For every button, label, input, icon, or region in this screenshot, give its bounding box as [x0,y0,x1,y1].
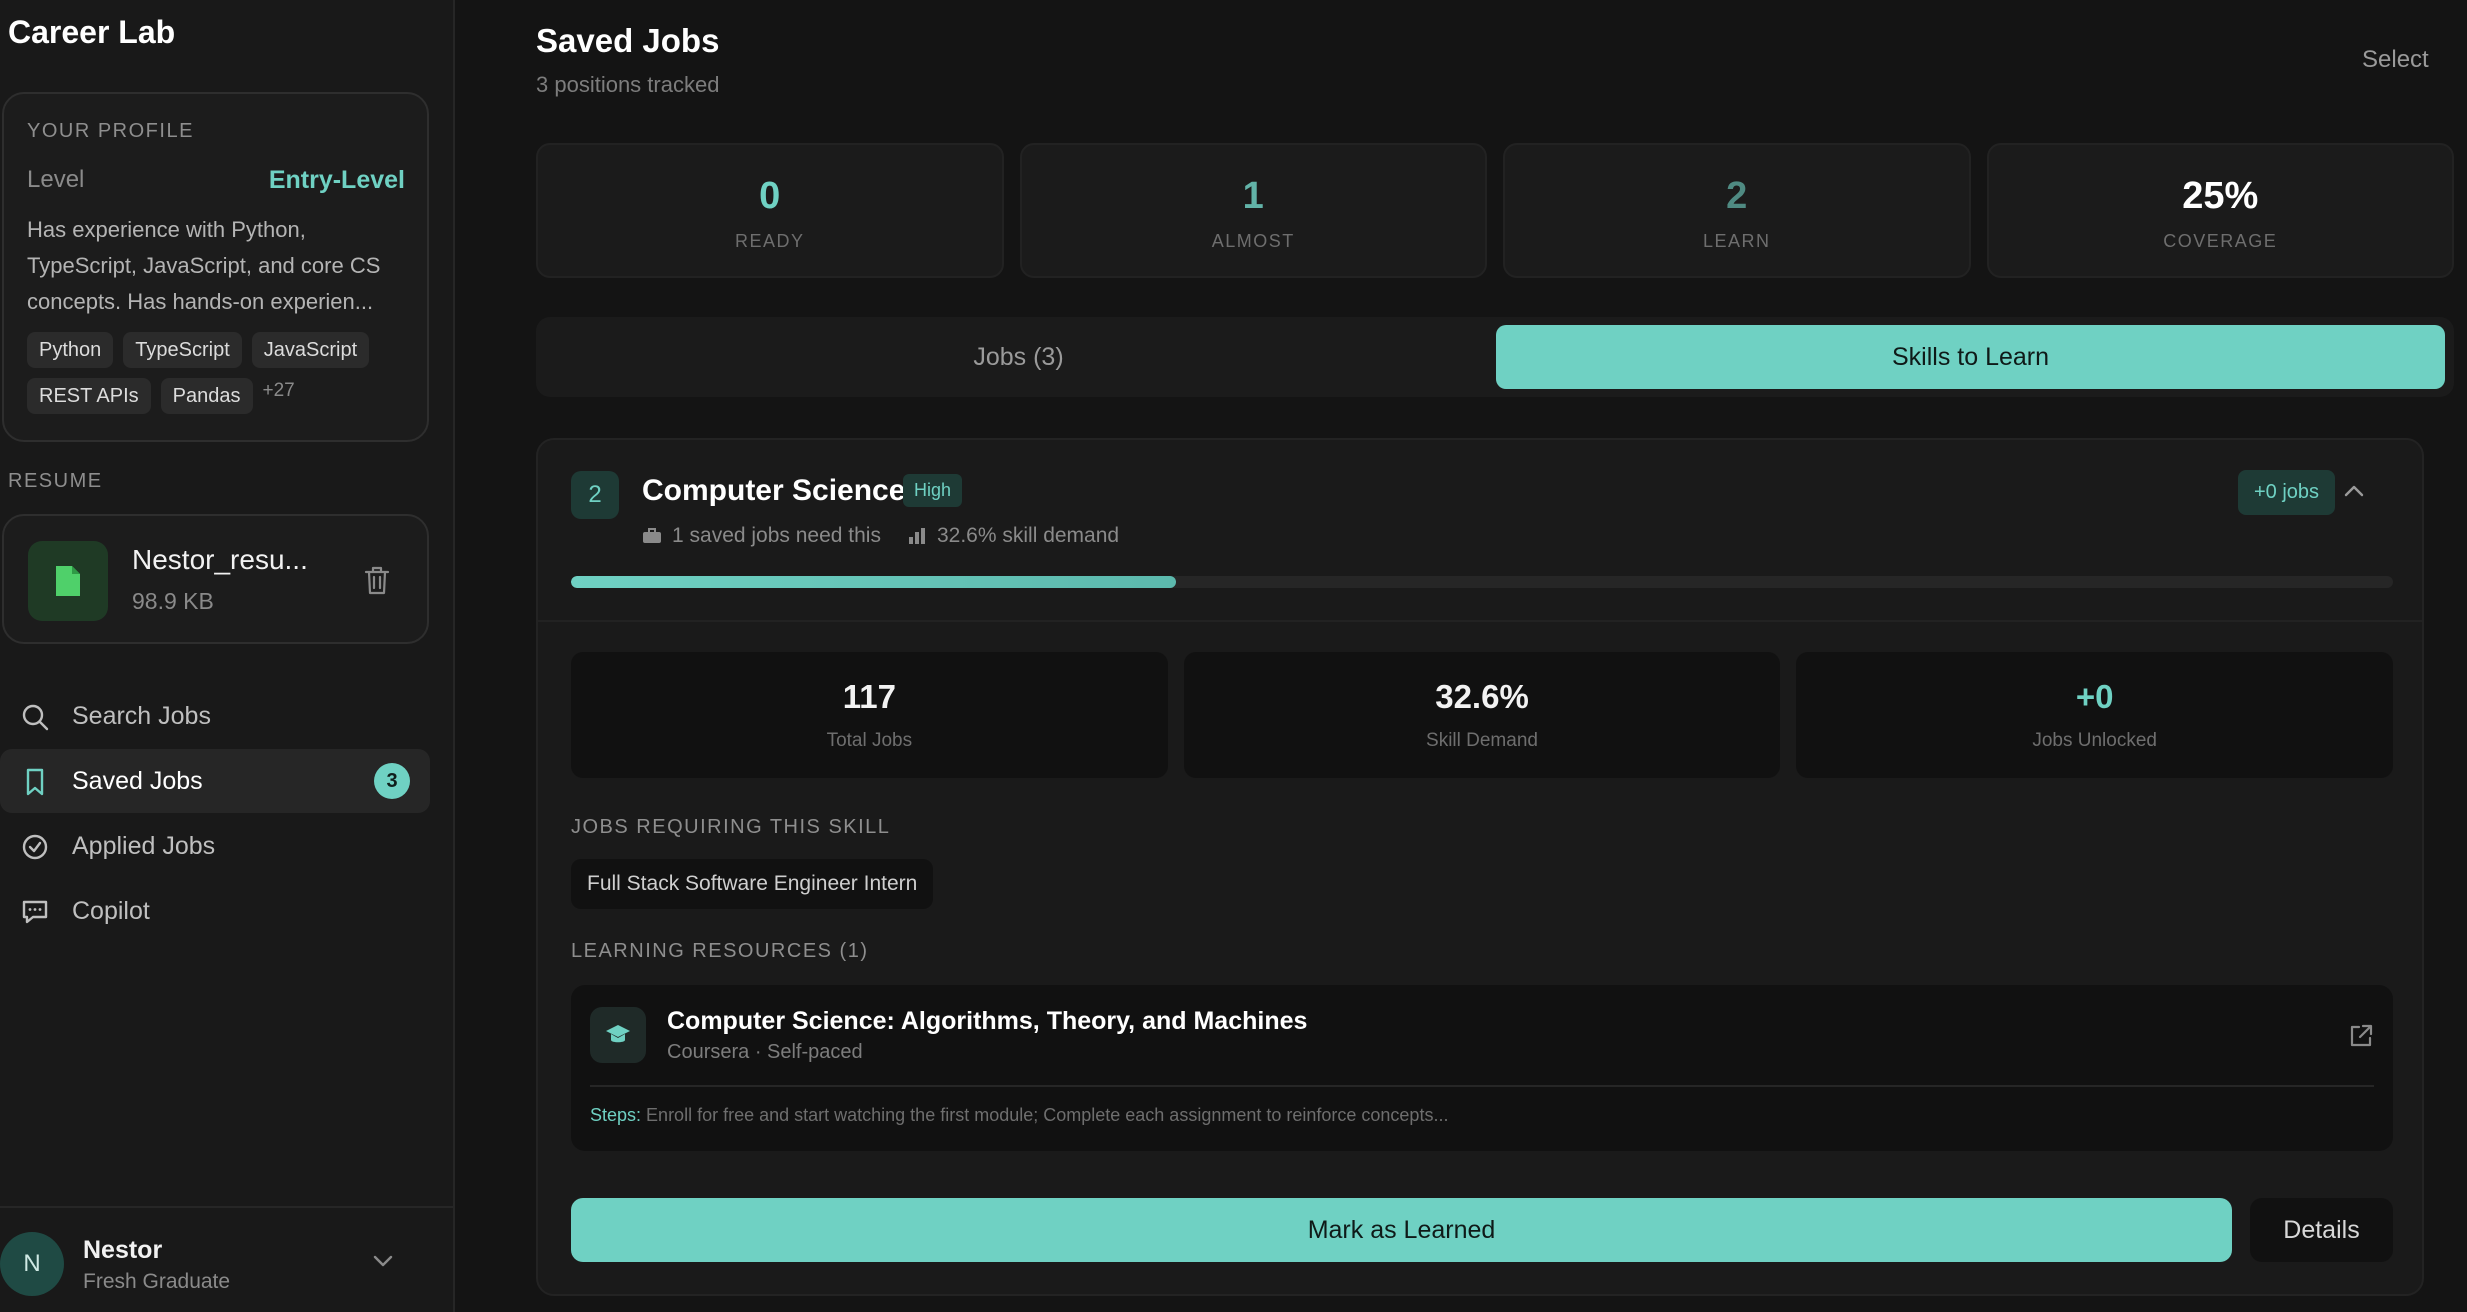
saved-jobs-count: 1 saved jobs need this [672,524,881,547]
skill-chip: Python [27,332,114,368]
sidebar-item-label: Search Jobs [72,701,211,730]
user-name: Nestor [83,1236,163,1264]
skill-chips: Python TypeScript JavaScript REST APIs P… [27,332,417,414]
sidebar-item-saved-jobs[interactable]: Saved Jobs 3 [0,749,430,813]
skill-metrics: 117 Total Jobs 32.6% Skill Demand +0 Job… [571,652,2394,778]
resource-subtitle: Coursera · Self-paced [667,1041,863,1063]
progress-fill [571,576,1176,588]
sidebar-item-label: Saved Jobs [72,766,203,795]
metric-total-jobs: 117 Total Jobs [571,652,1168,778]
resource-steps: Steps: Enroll for free and start watchin… [590,1105,1448,1126]
more-skills-count[interactable]: +27 [262,380,295,401]
divider [538,620,2422,622]
sidebar-item-copilot[interactable]: Copilot [0,879,430,943]
stat-label: ALMOST [1211,231,1295,251]
chevron-down-icon[interactable] [370,1252,396,1270]
priority-badge: High [903,474,963,507]
stat-value: 2 [1726,175,1748,217]
profile-heading: YOUR PROFILE [27,120,194,142]
stat-value: 1 [1242,175,1264,217]
sidebar: Career Lab YOUR PROFILE Level Entry-Leve… [0,0,455,1312]
sidebar-item-label: Copilot [72,896,150,925]
stat-value: 0 [759,175,781,217]
job-chip[interactable]: Full Stack Software Engineer Intern [571,859,934,909]
stat-label: READY [734,231,805,251]
stat-ready: 0 READY [536,143,1004,278]
stats-row: 0 READY 1 ALMOST 2 LEARN 25% COVERAGE [536,143,2454,278]
demand-progress-bar [571,576,2393,588]
skill-title: Computer Science [642,474,906,507]
jobs-unlocked-pill: +0 jobs [2238,470,2336,515]
profile-card: YOUR PROFILE Level Entry-Level Has exper… [2,92,429,442]
skill-chip: REST APIs [27,378,151,414]
mark-as-learned-button[interactable]: Mark as Learned [571,1198,2232,1262]
stat-coverage: 25% COVERAGE [1986,143,2454,278]
document-icon [28,541,108,621]
chevron-up-icon[interactable] [2342,482,2366,500]
resume-heading: RESUME [8,470,103,492]
metric-label: Skill Demand [1426,730,1538,751]
chat-icon [22,900,48,924]
resource-title: Computer Science: Algorithms, Theory, an… [667,1007,1308,1035]
user-role: Fresh Graduate [83,1270,231,1293]
resume-card[interactable]: Nestor_resu... 98.9 KB [2,514,429,644]
search-icon [22,704,49,731]
briefcase-icon [643,528,661,543]
user-panel[interactable]: N Nestor Fresh Graduate [0,1206,455,1312]
external-link-icon[interactable] [2348,1023,2374,1049]
select-button[interactable]: Select [2362,46,2429,73]
trash-icon[interactable] [362,564,392,596]
steps-label: Steps: [590,1105,642,1125]
sidebar-item-applied-jobs[interactable]: Applied Jobs [0,814,430,878]
skill-chip: TypeScript [123,332,242,368]
page-title: Saved Jobs [536,22,720,59]
main-content: Saved Jobs 3 positions tracked Select 0 … [457,0,2467,1312]
bookmark-icon [26,768,44,796]
metric-label: Jobs Unlocked [2032,730,2157,751]
skill-demand: 32.6% skill demand [936,524,1120,547]
stat-learn: 2 LEARN [1503,143,1971,278]
stat-value: 25% [2182,175,2259,217]
resume-file-name: Nestor_resu... [132,544,308,575]
sidebar-nav: Search Jobs Saved Jobs 3 Applied Jobs Co… [0,684,430,944]
view-tabs: Jobs (3) Skills to Learn [536,317,2454,397]
resume-file-size: 98.9 KB [132,588,214,614]
metric-skill-demand: 32.6% Skill Demand [1183,652,1781,778]
level-value: Entry-Level [268,166,405,194]
profile-summary: Has experience with Python, TypeScript, … [27,217,381,314]
metric-value: 32.6% [1435,678,1529,715]
metric-label: Total Jobs [826,730,913,751]
avatar: N [0,1232,64,1296]
app-title: Career Lab [8,14,176,50]
skill-meta: 1 saved jobs need this 32.6% skill deman… [642,524,1119,548]
skill-card: 2 Computer Science High 1 saved jobs nee… [536,438,2424,1296]
rank-badge: 2 [571,471,619,519]
metric-value: +0 [2075,678,2114,715]
stat-almost: 1 ALMOST [1019,143,1487,278]
tab-jobs[interactable]: Jobs (3) [973,342,1064,371]
skill-chip: Pandas [160,378,253,414]
resources-heading: LEARNING RESOURCES (1) [571,940,869,962]
tab-skills-to-learn[interactable]: Skills to Learn [1496,325,2445,389]
divider [590,1085,2374,1087]
steps-text: Enroll for free and start watching the f… [646,1105,1449,1125]
sidebar-item-label: Applied Jobs [72,831,216,860]
graduation-cap-icon [590,1007,646,1063]
stat-label: LEARN [1702,231,1771,251]
metric-jobs-unlocked: +0 Jobs Unlocked [1796,652,2394,778]
sidebar-item-search-jobs[interactable]: Search Jobs [0,684,430,748]
bar-chart-icon [908,528,925,544]
level-label: Level [27,166,85,193]
saved-count-badge: 3 [374,763,410,799]
skill-chip: JavaScript [251,332,370,368]
jobs-requiring-heading: JOBS REQUIRING THIS SKILL [571,816,891,838]
details-button[interactable]: Details [2250,1198,2393,1262]
check-circle-icon [22,834,48,860]
stat-label: COVERAGE [2163,231,2278,251]
metric-value: 117 [842,678,896,715]
learning-resource[interactable]: Computer Science: Algorithms, Theory, an… [571,985,2393,1151]
page-subtitle: 3 positions tracked [536,72,720,97]
